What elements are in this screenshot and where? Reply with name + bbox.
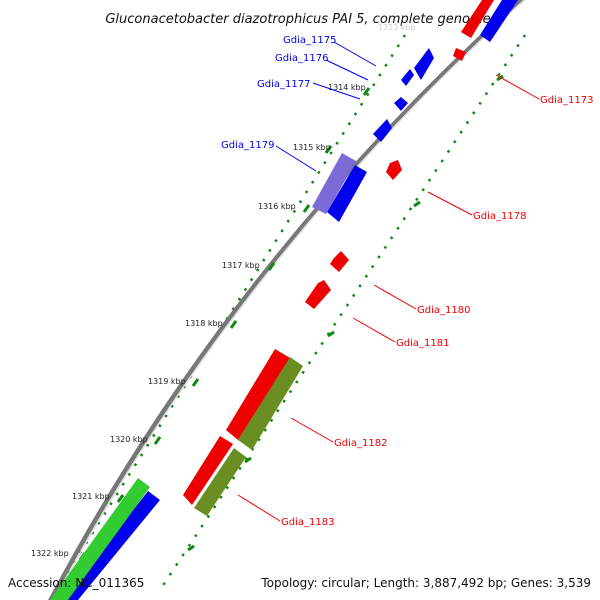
leader-line (352, 317, 396, 343)
forward-cds-arrow[interactable] (373, 119, 392, 142)
forward-cds-arrow[interactable] (480, 0, 518, 42)
tick-mark (327, 330, 335, 338)
gene-label-gdia-1182[interactable]: Gdia_1182 (334, 438, 387, 449)
kbp-label: 1322 kbp (31, 549, 69, 558)
map-title: Gluconacetobacter diazotrophicus PAI 5, … (105, 12, 490, 27)
tick-mark (302, 204, 311, 213)
leader-line (427, 191, 473, 216)
gene-label-gdia-1178[interactable]: Gdia_1178 (473, 211, 526, 222)
faded-kbp-label: 1313 kbp (378, 23, 416, 32)
tick-mark (153, 436, 162, 445)
gene-label-gdia-1175[interactable]: Gdia_1175 (283, 35, 336, 46)
gc-plus-bar (50, 478, 150, 600)
tick-mark (191, 378, 200, 387)
reverse-cds-arrow[interactable] (305, 280, 331, 309)
outer-tick-track (58, 34, 407, 586)
forward-cds-arrow[interactable] (394, 97, 408, 111)
rna-gene-bar[interactable] (312, 153, 356, 214)
tick-mark (116, 494, 125, 503)
reverse-cds-arrow[interactable] (183, 436, 233, 505)
gene-label-gdia-1180[interactable]: Gdia_1180 (417, 305, 470, 316)
gene-label-gdia-1179[interactable]: Gdia_1179 (221, 140, 274, 151)
leader-line (333, 41, 377, 67)
forward-cds-arrow[interactable] (327, 165, 367, 222)
kbp-label: 1317 kbp (222, 261, 260, 270)
reverse-cds-arrow[interactable] (386, 160, 402, 180)
kbp-label: 1318 kbp (185, 319, 223, 328)
gene-label-gdia-1173[interactable]: Gdia_1173 (540, 95, 593, 106)
tick-mark (267, 262, 276, 271)
genome-backbone-highlight (53, 0, 526, 600)
reverse-cds-arrow[interactable] (453, 48, 466, 61)
leader-line (495, 74, 540, 100)
leader-line (290, 417, 334, 443)
forward-gene-labels (275, 41, 377, 172)
gene-label-gdia-1181[interactable]: Gdia_1181 (396, 338, 449, 349)
tick-mark (362, 87, 371, 96)
kbp-label: 1314 kbp (328, 83, 366, 92)
kbp-label: 1319 kbp (148, 377, 186, 386)
genome-summary-text: Topology: circular; Length: 3,887,492 bp… (260, 576, 591, 590)
tick-mark (187, 544, 195, 552)
leader-line (237, 494, 281, 522)
kbp-label: 1316 kbp (258, 202, 296, 211)
gc-minus-bar (194, 448, 246, 516)
kbp-label: 1315 kbp (293, 143, 331, 152)
reverse-cds-arrow[interactable] (461, 0, 494, 38)
tick-mark (496, 74, 504, 82)
forward-cds-arrow[interactable] (401, 69, 414, 86)
tick-mark (244, 456, 252, 464)
kbp-label: 1321 kbp (72, 492, 110, 501)
reverse-strand-features (183, 0, 494, 505)
tick-mark (324, 145, 333, 154)
accession-text: Accession: NC_011365 (8, 576, 144, 590)
reverse-cds-arrow[interactable] (226, 349, 290, 440)
leader-line (325, 59, 369, 81)
tick-mark (413, 200, 421, 208)
reverse-cds-arrow[interactable] (330, 251, 349, 272)
inner-tick-track (158, 34, 527, 591)
leader-line (275, 145, 317, 172)
leader-line (312, 82, 361, 100)
gene-label-gdia-1177[interactable]: Gdia_1177 (257, 79, 310, 90)
gene-label-gdia-1183[interactable]: Gdia_1183 (281, 517, 334, 528)
leader-line (373, 284, 417, 310)
tick-mark (229, 320, 238, 329)
genome-backbone (48, 0, 525, 600)
gene-label-gdia-1176[interactable]: Gdia_1176 (275, 53, 328, 64)
reverse-gene-labels (237, 74, 540, 522)
gc-minus-bar (238, 357, 303, 450)
forward-cds-arrow[interactable] (414, 48, 434, 80)
kbp-label: 1320 kbp (110, 435, 148, 444)
